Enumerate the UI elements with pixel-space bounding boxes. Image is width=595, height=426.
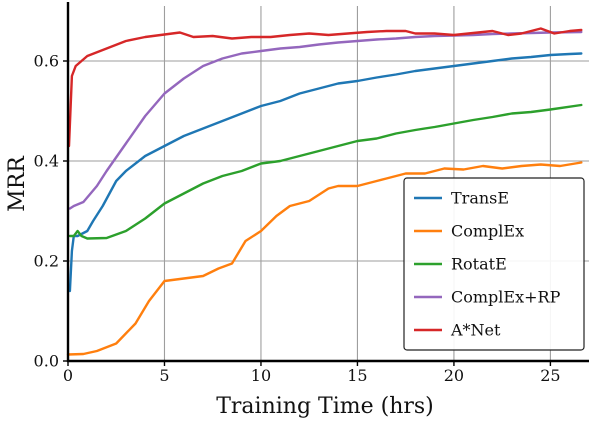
series-line-complex	[66, 161, 583, 356]
series-line-transe	[68, 52, 583, 293]
series-line-rotate	[68, 103, 583, 240]
x-tick-label: 15	[347, 366, 367, 385]
x-tick-label: 20	[444, 366, 464, 385]
y-tick-label: 0.0	[34, 352, 59, 371]
axes-layer: 0 5 10 15 20 25 0.0 0.2 0.4 0.6	[34, 2, 589, 385]
legend: TransE ComplEx RotatE ComplEx+RP A*Net	[403, 177, 585, 351]
x-tick-label: 0	[63, 366, 73, 385]
series-layer	[66, 27, 583, 356]
series-line-a-net	[67, 27, 583, 148]
legend-label-complex-rp: ComplEx+RP	[451, 288, 561, 307]
y-tick-label: 0.6	[34, 52, 59, 71]
y-axis-title: MRR	[5, 155, 30, 212]
legend-label-complex: ComplEx	[451, 222, 524, 241]
y-tick-label: 0.4	[34, 152, 59, 171]
legend-label-transe: TransE	[451, 189, 509, 208]
x-axis-title: Training Time (hrs)	[216, 394, 434, 419]
x-tick-label: 5	[159, 366, 169, 385]
legend-label-a-net: A*Net	[450, 321, 501, 340]
y-tick-label: 0.2	[34, 252, 59, 271]
x-tick-label: 10	[251, 366, 271, 385]
legend-label-rotate: RotatE	[451, 255, 507, 274]
x-tick-label: 25	[540, 366, 560, 385]
legend-box	[403, 177, 585, 351]
series-line-complex-rp	[68, 30, 583, 210]
